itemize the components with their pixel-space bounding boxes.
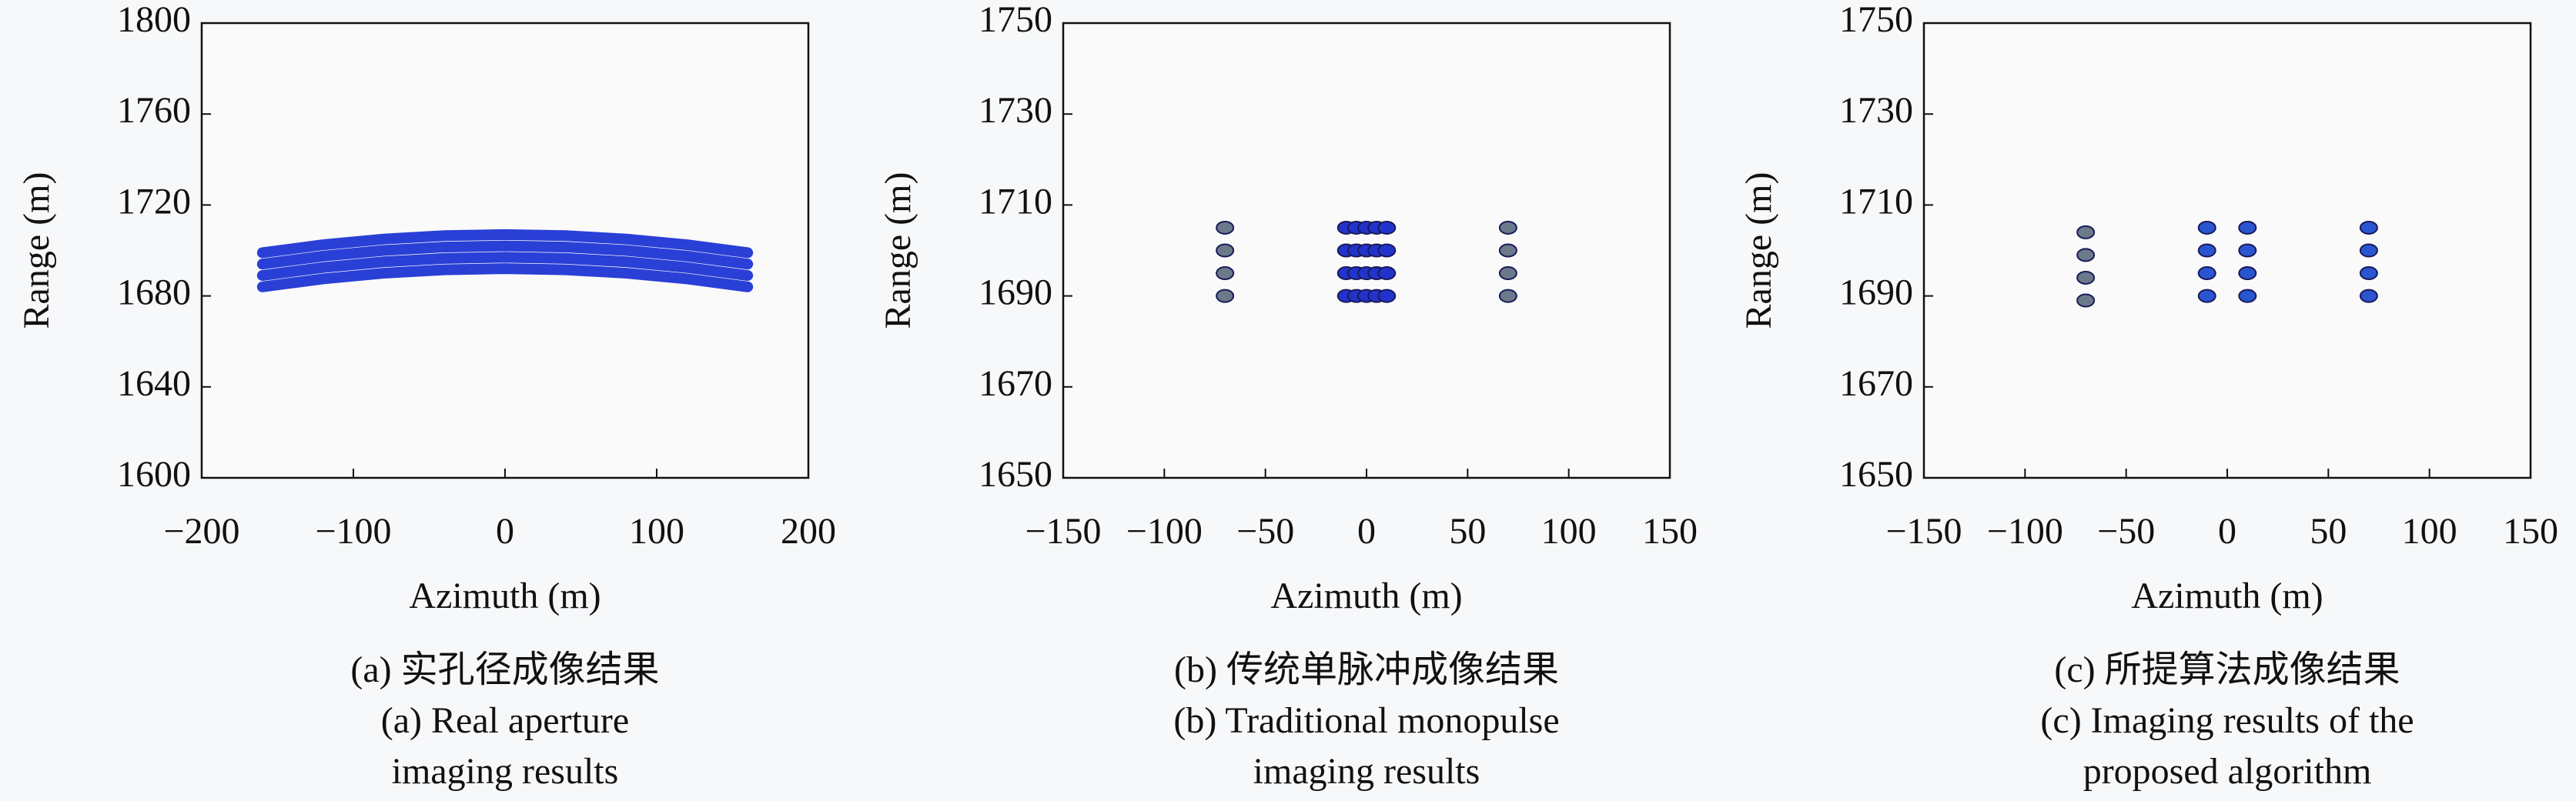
y-tick-label: 1720 [117, 181, 191, 222]
y-tick-label: 1690 [1839, 272, 1913, 313]
y-tick-label: 1650 [979, 454, 1052, 495]
x-tick-label: 100 [1541, 511, 1597, 552]
x-tick-label: −150 [1025, 511, 1101, 552]
caption: (c) Imaging results of the [2040, 700, 2414, 741]
target-point [2197, 243, 2216, 258]
y-tick-label: 1800 [117, 0, 191, 40]
target-point [2238, 266, 2257, 281]
target-point [1377, 266, 1397, 281]
target-point [2359, 243, 2378, 258]
y-tick-label: 1750 [979, 0, 1052, 40]
target-point [1216, 266, 1235, 281]
y-tick-label: 1710 [979, 181, 1052, 222]
x-tick-label: −100 [1987, 511, 2063, 552]
target-point [2076, 270, 2096, 285]
x-tick-label: 0 [1357, 511, 1376, 552]
x-tick-label: −100 [1126, 511, 1203, 552]
target-point [2359, 266, 2378, 281]
y-tick-label: 1650 [1839, 454, 1913, 495]
target-point [2197, 266, 2216, 281]
target-point [1498, 220, 1517, 235]
x-tick-label: 200 [781, 511, 836, 552]
y-tick-label: 1670 [979, 363, 1052, 404]
y-axis-label: Range (m) [1738, 172, 1779, 329]
target-point [2238, 289, 2257, 303]
caption: proposed algorithm [2083, 751, 2372, 792]
x-tick-label: −50 [2097, 511, 2155, 552]
target-point [1498, 266, 1517, 281]
target-point [2197, 289, 2216, 303]
target-point [1377, 243, 1397, 258]
y-tick-label: 1640 [117, 363, 191, 404]
y-axis-label: Range (m) [878, 172, 918, 329]
caption: (c) 所提算法成像结果 [2054, 649, 2400, 690]
y-tick-label: 1690 [979, 272, 1052, 313]
y-axis-label: Range (m) [16, 172, 57, 329]
range-arc [256, 263, 754, 292]
x-tick-label: −200 [163, 511, 239, 552]
y-tick-label: 1600 [117, 454, 191, 495]
x-tick-label: 100 [2402, 511, 2457, 552]
range-arc [256, 229, 754, 259]
caption: (a) 实孔径成像结果 [350, 649, 659, 690]
target-point [2238, 220, 2257, 235]
x-tick-label: 0 [496, 511, 514, 552]
y-tick-label: 1680 [117, 272, 191, 313]
x-tick-label: −150 [1885, 511, 1962, 552]
y-tick-label: 1760 [117, 90, 191, 131]
y-tick-label: 1730 [1839, 90, 1913, 131]
x-tick-label: 150 [1642, 511, 1698, 552]
x-tick-label: 50 [2310, 511, 2347, 552]
target-point [1377, 289, 1397, 303]
caption: (b) Traditional monopulse [1173, 700, 1559, 741]
x-tick-label: 0 [2218, 511, 2236, 552]
caption: imaging results [392, 751, 619, 792]
y-tick-label: 1710 [1839, 181, 1913, 222]
target-point [2359, 220, 2378, 235]
target-point [1498, 243, 1517, 258]
y-tick-label: 1730 [979, 90, 1052, 131]
caption: (b) 传统单脉冲成像结果 [1174, 649, 1559, 690]
range-arc [256, 252, 754, 282]
plot-area [1922, 22, 2532, 479]
range-arc [256, 240, 754, 270]
target-point [2238, 243, 2257, 258]
caption: imaging results [1253, 751, 1480, 792]
x-tick-label: 100 [629, 511, 684, 552]
x-axis-label: Azimuth (m) [2131, 576, 2323, 616]
target-point [1498, 289, 1517, 303]
target-point [2197, 220, 2216, 235]
x-tick-label: −50 [1236, 511, 1294, 552]
y-tick-label: 1750 [1839, 0, 1913, 40]
y-tick-label: 1670 [1839, 363, 1913, 404]
caption: (a) Real aperture [381, 700, 629, 741]
target-point [1377, 220, 1397, 235]
target-point [2076, 293, 2096, 308]
x-tick-label: 150 [2503, 511, 2558, 552]
target-point [1216, 289, 1235, 303]
x-tick-label: 50 [1449, 511, 1486, 552]
x-tick-label: −100 [315, 511, 391, 552]
x-axis-label: Azimuth (m) [1270, 576, 1462, 616]
target-point [1216, 220, 1235, 235]
target-point [1216, 243, 1235, 258]
target-point [2076, 248, 2096, 262]
target-point [2076, 225, 2096, 239]
target-point [2359, 289, 2378, 303]
x-axis-label: Azimuth (m) [409, 576, 601, 616]
